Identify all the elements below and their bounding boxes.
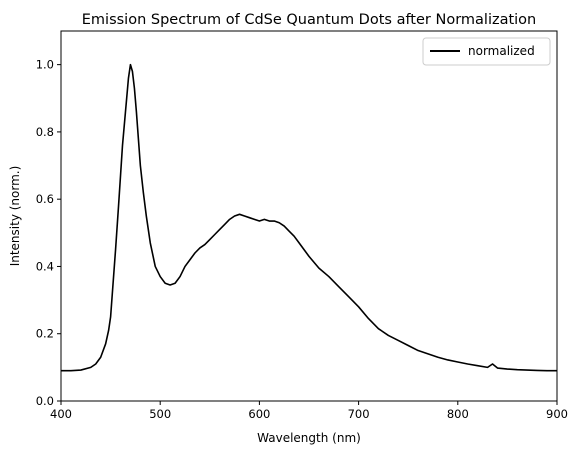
x-axis-label: Wavelength (nm) xyxy=(257,431,361,445)
y-tick-label: 0.8 xyxy=(36,125,54,139)
y-axis-ticks: 0.0 0.2 0.4 0.6 0.8 1.0 xyxy=(36,58,61,408)
x-tick-label: 800 xyxy=(447,407,469,421)
x-tick-label: 500 xyxy=(149,407,171,421)
series-line-normalized xyxy=(61,63,557,372)
x-tick-label: 700 xyxy=(348,407,370,421)
y-tick-label: 0.2 xyxy=(36,327,54,341)
x-tick-label: 600 xyxy=(248,407,270,421)
x-tick-label: 900 xyxy=(546,407,568,421)
plot-area xyxy=(61,63,557,372)
y-axis-label: Intensity (norm.) xyxy=(8,166,22,267)
legend-label: normalized xyxy=(468,44,535,58)
x-tick-label: 400 xyxy=(50,407,72,421)
x-axis-ticks: 400 500 600 700 800 900 xyxy=(50,401,568,421)
y-tick-label: 1.0 xyxy=(36,58,54,72)
legend-box xyxy=(422,37,551,66)
legend: normalized xyxy=(422,37,551,66)
y-tick-label: 0.6 xyxy=(36,192,54,206)
plot-frame xyxy=(60,30,558,402)
y-tick-label: 0.0 xyxy=(36,394,54,408)
chart-title: Emission Spectrum of CdSe Quantum Dots a… xyxy=(82,12,537,28)
y-tick-label: 0.4 xyxy=(36,259,54,273)
